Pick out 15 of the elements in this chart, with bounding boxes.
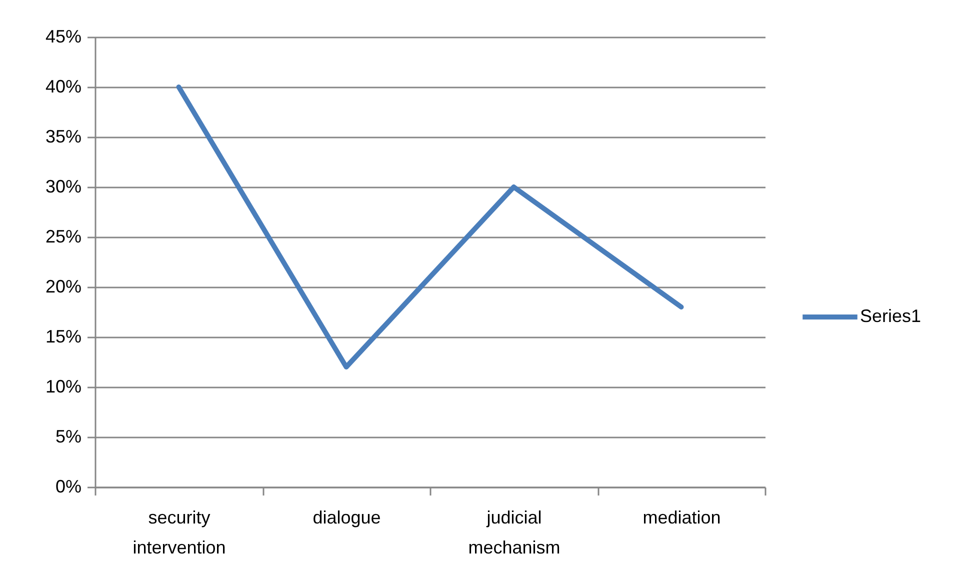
- y-tick-label: 10%: [45, 376, 82, 396]
- x-tick-label: security intervention: [132, 508, 226, 558]
- legend-label: Series1: [860, 306, 922, 326]
- x-tick-label: mediation: [642, 508, 721, 528]
- y-tick-label: 20%: [45, 276, 82, 296]
- y-tick-label: 0%: [55, 476, 82, 496]
- x-tick-label: judicial mechanism: [468, 508, 560, 558]
- y-tick-label: 15%: [45, 326, 82, 346]
- y-tick-label: 40%: [45, 76, 82, 96]
- y-tick-label: 25%: [45, 226, 82, 246]
- y-tick-label: 35%: [45, 126, 82, 146]
- y-tick-label: 45%: [45, 26, 82, 46]
- y-tick-label: 5%: [55, 426, 82, 446]
- x-tick-label: dialogue: [312, 508, 381, 528]
- y-tick-label: 30%: [45, 176, 82, 196]
